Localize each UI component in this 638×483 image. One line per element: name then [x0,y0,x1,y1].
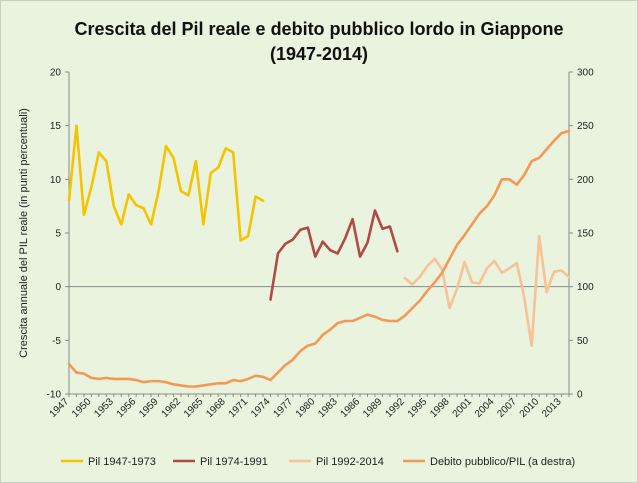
y-tick-label: 10 [50,175,62,186]
x-tick-label: 1974 [249,396,273,420]
series-line [67,129,571,388]
x-tick-label: 1950 [70,396,94,420]
x-tick-label: 1965 [182,396,206,420]
x-tick-label: 1953 [92,396,116,420]
x-tick-label: 1971 [227,396,251,420]
y2-tick-label: 150 [577,229,594,240]
chart-title: Crescita del Pil reale e debito pubblico… [74,19,563,39]
x-tick-label: 2004 [473,396,497,420]
y2-tick-label: 300 [577,68,594,79]
y2-tick-label: 100 [577,282,594,293]
y2-tick-label: 250 [577,121,594,132]
y2-tick-label: 50 [577,336,589,347]
legend: Pil 1947-1973 Pil 1974-1991 Pil 1992-2014 D… [61,456,575,468]
x-tick-label: 1980 [294,396,318,420]
x-tick-label: 1959 [137,396,161,420]
x-tick-label: 1998 [428,396,452,420]
y-axis-label: Crescita annuale del PIL reale (in punti… [18,108,30,358]
x-tick-label: 2007 [495,396,519,420]
legend-entry: Pil 1974-1991 [200,456,268,468]
legend-entry: Pil 1992-2014 [316,456,384,468]
x-tick-label: 1992 [383,396,407,420]
x-tick-label: 1986 [339,396,363,420]
y2-tick-label: 0 [577,390,583,401]
x-tick-label: 2001 [451,396,475,420]
y2-tick-label: 200 [577,175,594,186]
y-tick-label: -5 [52,336,61,347]
y-tick-label: -10 [47,390,62,401]
y-tick-label: 15 [50,121,62,132]
y-tick-label: 5 [55,229,61,240]
chart-subtitle: (1947-2014) [270,44,368,64]
x-tick-label: 1989 [361,396,385,420]
x-tick-label: 1977 [271,396,295,420]
x-tick-label: 1995 [406,396,430,420]
series-line [67,124,265,242]
x-tick-label: 2010 [518,396,542,420]
x-tick-label: 1962 [160,396,184,420]
x-tick-label: 1983 [316,396,340,420]
y-tick-label: 20 [50,68,62,79]
series-lines [67,124,571,388]
legend-entry: Debito pubblico/PIL (a destra) [430,456,575,468]
series-line [403,234,571,348]
x-tick-label: 2013 [540,396,564,420]
legend-entry: Pil 1947-1973 [88,456,156,468]
x-tick-label: 1968 [204,396,228,420]
series-line [269,209,399,301]
y-tick-label: 0 [55,282,61,293]
x-tick-label: 1956 [115,396,139,420]
